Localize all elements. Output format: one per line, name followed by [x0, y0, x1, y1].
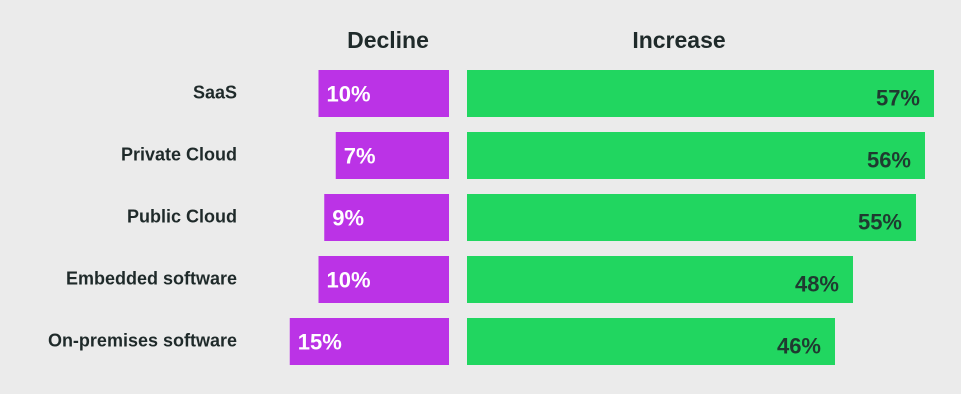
value-label: 56%	[867, 147, 911, 172]
category-label: Embedded software	[66, 268, 237, 288]
value-label: 10%	[327, 81, 371, 106]
value-label: 9%	[332, 205, 364, 230]
bar-decline	[318, 70, 449, 117]
bar-decline	[335, 132, 449, 179]
legend-increase: Increase	[632, 27, 725, 53]
category-label: Private Cloud	[121, 144, 237, 164]
bar-increase	[467, 256, 853, 303]
category-label: On-premises software	[48, 330, 237, 350]
value-label: 55%	[858, 209, 902, 234]
bar-increase	[467, 194, 916, 241]
bar-decline	[324, 194, 449, 241]
bar-increase	[467, 132, 925, 179]
category-label: SaaS	[193, 82, 237, 102]
value-label: 7%	[344, 143, 376, 168]
value-label: 10%	[327, 267, 371, 292]
category-label: Public Cloud	[127, 206, 237, 226]
value-label: 57%	[876, 85, 920, 110]
bar-decline	[289, 318, 449, 365]
bar-increase	[467, 318, 835, 365]
bar-decline	[318, 256, 449, 303]
legend-decline: Decline	[347, 27, 429, 53]
value-label: 46%	[777, 333, 821, 358]
value-label: 15%	[298, 329, 342, 354]
bar-increase	[467, 70, 934, 117]
value-label: 48%	[795, 271, 839, 296]
